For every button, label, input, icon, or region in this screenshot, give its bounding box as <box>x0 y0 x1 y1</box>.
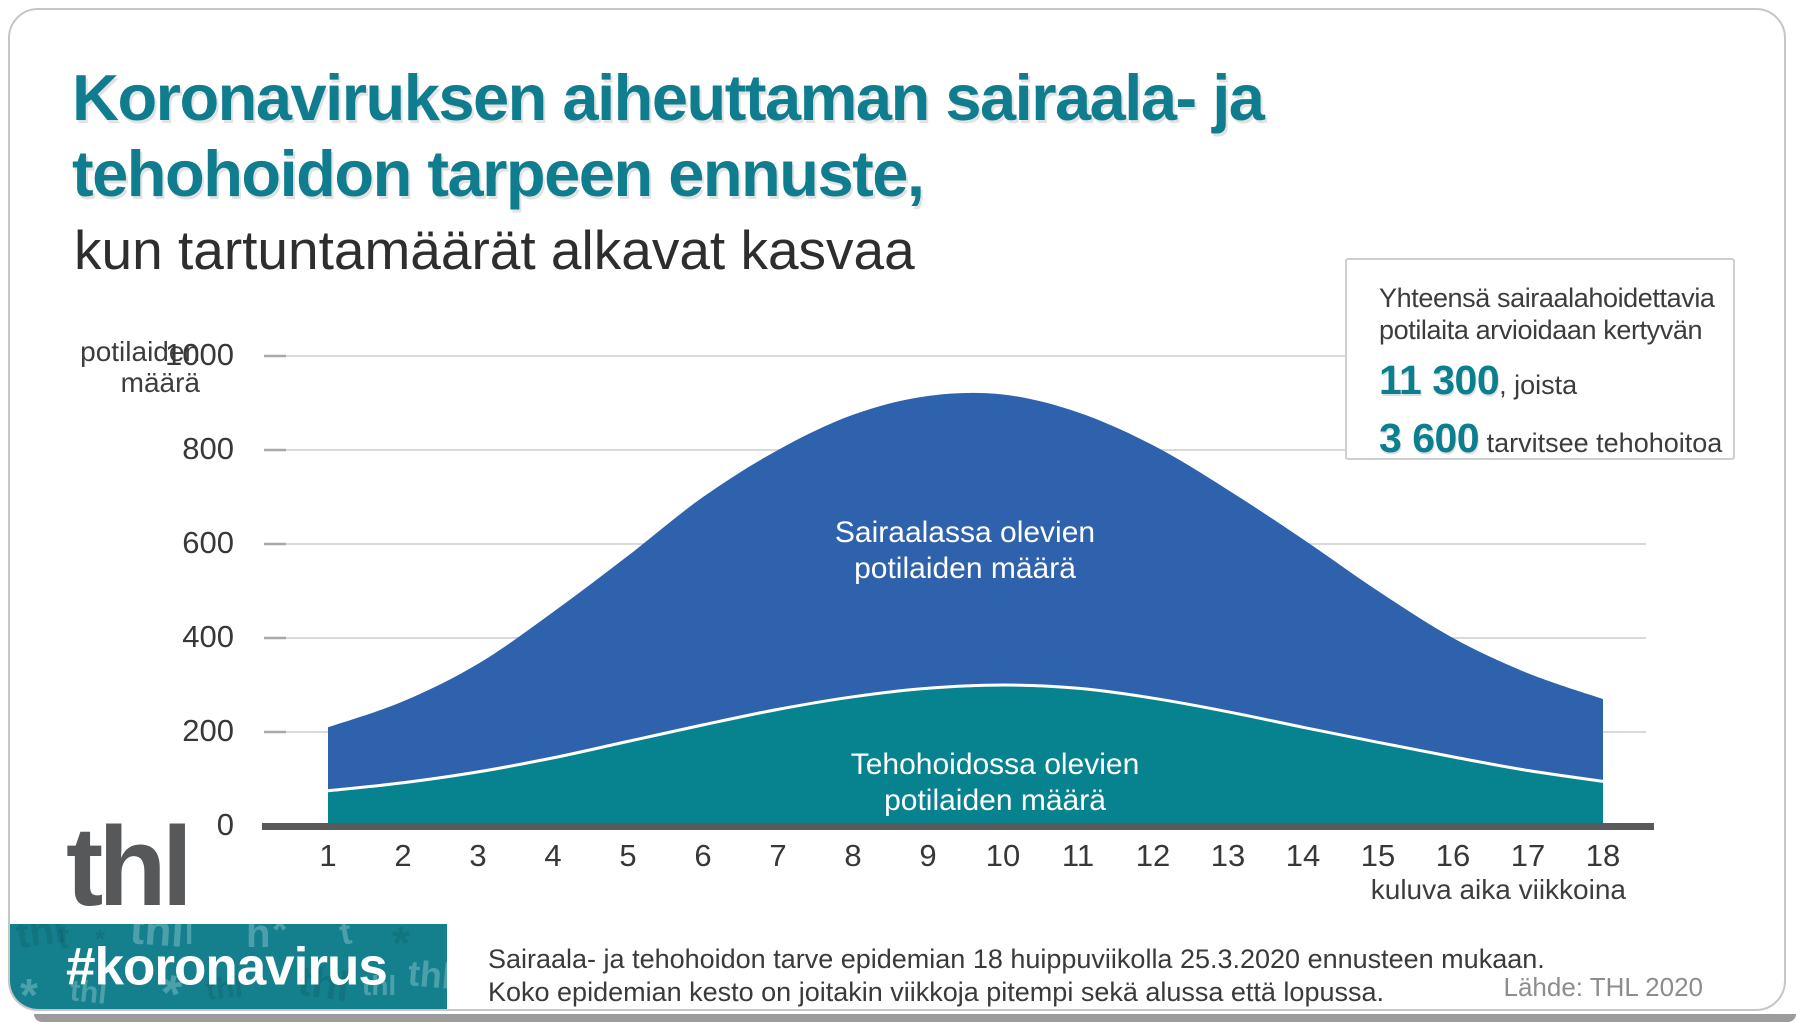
y-tick-label-200: 200 <box>182 713 234 748</box>
koronavirus-hashtag: #koronavirus <box>66 937 388 996</box>
banner-pattern-glyph: * <box>20 969 38 1009</box>
icu-series-label-line1: Tehohoidossa olevien <box>850 748 1140 781</box>
infobox-head-line2: potilaita arvioidaan kertyvän <box>1379 315 1703 345</box>
x-tick-label-4: 4 <box>544 838 562 873</box>
x-tick-label-10: 10 <box>985 838 1021 873</box>
footer-source: Lähde: THL 2020 <box>1503 972 1704 1002</box>
x-tick-label-16: 16 <box>1435 838 1471 873</box>
infobox-stat-icu-value: 3 600 <box>1379 415 1480 461</box>
x-tick-label-5: 5 <box>619 838 637 873</box>
x-tick-label-3: 3 <box>469 838 487 873</box>
footer-note-line2: Koko epidemian kesto on joitakin viikkoj… <box>488 977 1384 1007</box>
x-tick-label-15: 15 <box>1360 838 1396 873</box>
page-title-line2: tehohoidon tarpeen ennuste, <box>72 137 925 210</box>
summary-infobox: Yhteensä sairaalahoidettavia potilaita a… <box>1345 258 1735 462</box>
infographic-card: Koronaviruksen aiheuttaman sairaala- ja … <box>8 8 1786 1011</box>
infobox-stat-total-suffix: , joista <box>1499 370 1578 400</box>
icu-area <box>328 685 1603 828</box>
card-drop-shadow <box>34 1014 1796 1022</box>
banner-pattern-glyph: thl <box>406 952 447 997</box>
x-tick-label-6: 6 <box>694 838 712 873</box>
x-tick-label-1: 1 <box>319 838 337 873</box>
icu-area-border <box>327 683 1604 793</box>
infobox-stat-total-value: 11 300 <box>1379 357 1500 403</box>
thl-logo: thl <box>66 804 193 929</box>
banner-pattern-glyph: h <box>246 924 271 956</box>
hospital-series-label-line1: Sairaalassa olevien <box>834 516 1096 549</box>
y-axis-label: potilaiden määrä <box>50 336 200 398</box>
y-tick-label-1000: 1000 <box>165 337 234 372</box>
banner-pattern-glyph: l <box>185 924 194 951</box>
hospital-series-label: Sairaalassa olevien potilaiden määrä <box>835 515 1095 587</box>
x-tick-label-18: 18 <box>1585 838 1621 873</box>
y-tick-label-400: 400 <box>182 619 234 654</box>
infobox-head-line1: Yhteensä sairaalahoidettavia <box>1379 283 1715 313</box>
x-tick-label-2: 2 <box>394 838 412 873</box>
page-subtitle: kun tartuntamäärät alkavat kasvaa <box>74 219 915 281</box>
x-tick-label-14: 14 <box>1285 838 1321 873</box>
infobox-stat-icu: 3 600 tarvitsee tehohoitoa <box>1379 415 1723 462</box>
x-axis-line <box>262 823 1654 830</box>
x-tick-label-9: 9 <box>919 838 937 873</box>
icu-series-label-line2: potilaiden määrä <box>884 784 1106 817</box>
area-chart <box>262 354 1654 830</box>
footer-note-line1: Sairaala- ja tehohoidon tarve epidemian … <box>488 944 1545 974</box>
y-tick-label-600: 600 <box>182 525 234 560</box>
x-tick-label-17: 17 <box>1510 838 1546 873</box>
x-tick-label-7: 7 <box>769 838 787 873</box>
y-axis-label-line1: potilaiden <box>80 336 200 367</box>
infobox-stat-icu-suffix: tarvitsee tehohoitoa <box>1486 428 1723 458</box>
y-tick-label-0: 0 <box>216 807 234 842</box>
x-tick-label-12: 12 <box>1135 838 1171 873</box>
hospital-area <box>328 392 1603 828</box>
icu-series-label: Tehohoidossa olevien potilaiden määrä <box>851 747 1140 819</box>
y-tick-label-800: 800 <box>182 431 234 466</box>
banner-pattern-glyph: * <box>392 924 410 969</box>
x-tick-label-8: 8 <box>844 838 862 873</box>
x-axis-label: kuluva aika viikkoina <box>1370 874 1626 905</box>
banner-pattern-glyph: * <box>95 924 106 954</box>
infobox-stat-total: 11 300, joista <box>1379 357 1723 404</box>
y-axis-label-line2: määrä <box>120 367 200 398</box>
hospital-series-label-line2: potilaiden määrä <box>854 552 1076 585</box>
page-title-line1: Koronaviruksen aiheuttaman sairaala- ja <box>72 61 1265 134</box>
banner-pattern-glyph: * <box>272 924 288 952</box>
page-title: Koronaviruksen aiheuttaman sairaala- ja … <box>72 60 1265 212</box>
x-tick-label-13: 13 <box>1210 838 1246 873</box>
footer-note: Sairaala- ja tehohoidon tarve epidemian … <box>488 943 1545 1009</box>
x-tick-label-11: 11 <box>1061 838 1095 873</box>
banner-pattern-glyph: thl <box>362 970 397 1001</box>
koronavirus-banner: #koronavirus thl * thl t thl * thl h * thl t thl * th… <box>10 924 447 1009</box>
banner-pattern-glyph: t <box>58 924 70 956</box>
